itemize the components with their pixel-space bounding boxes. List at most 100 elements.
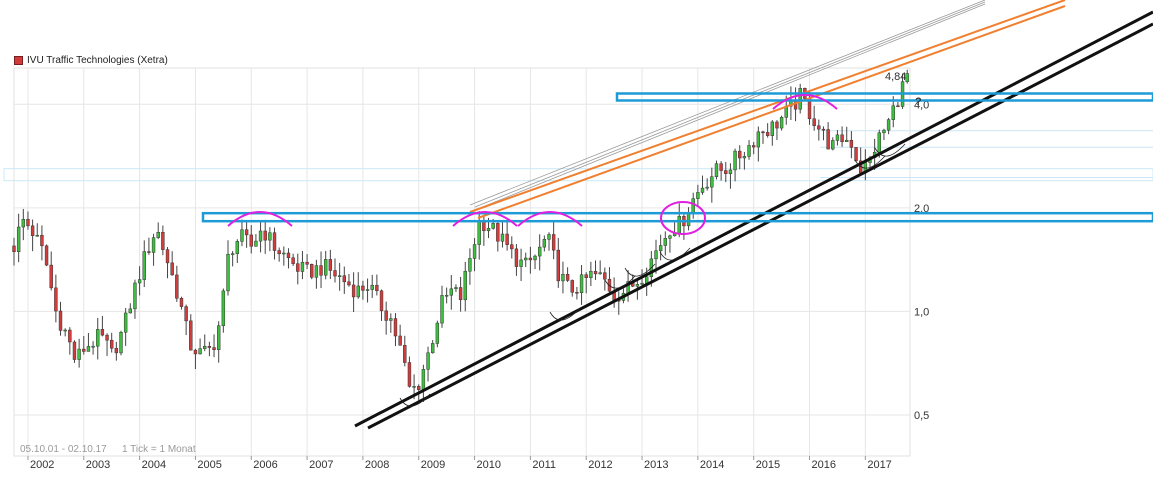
candle-body <box>845 139 849 143</box>
candle-body <box>430 343 435 354</box>
x-tick-label: 2013 <box>644 459 668 471</box>
x-tick-label: 2010 <box>477 459 501 471</box>
candle-body <box>30 225 35 236</box>
candle-body <box>575 292 579 294</box>
candle-body <box>472 244 477 259</box>
candle-body <box>63 329 67 332</box>
candle-body <box>561 274 565 282</box>
candle-body <box>221 290 226 326</box>
candle-body <box>854 147 858 162</box>
candle-body <box>421 369 426 390</box>
candle-body <box>407 362 412 387</box>
candle-body <box>175 274 179 299</box>
candle-body <box>556 249 560 282</box>
candle-body <box>593 270 598 275</box>
candle-body <box>49 264 53 289</box>
candle-body <box>449 288 453 296</box>
candle-body <box>235 241 239 254</box>
x-tick-label: 2006 <box>253 459 277 471</box>
channel-line <box>479 3 986 209</box>
candle-body <box>733 150 737 171</box>
candle-body <box>551 234 556 251</box>
candle-body <box>240 229 244 242</box>
candle-body <box>277 250 281 255</box>
candle-body <box>458 287 463 301</box>
candle-body <box>156 231 160 238</box>
candle-body <box>286 252 291 259</box>
candle-body <box>77 348 81 360</box>
candle-body <box>505 233 509 245</box>
swoosh-mark <box>399 393 431 407</box>
candle-body <box>547 234 551 240</box>
candle-body <box>310 264 314 278</box>
candle-body <box>817 125 821 130</box>
legend-swatch <box>14 56 23 65</box>
candle-body <box>44 245 49 266</box>
candle-body <box>184 306 188 322</box>
last-value-label: 4,84 <box>885 71 906 83</box>
candle-body <box>700 187 705 193</box>
candle-body <box>691 198 695 214</box>
channel-line <box>474 1 986 208</box>
candle-body <box>775 121 779 129</box>
candle-body <box>370 284 374 290</box>
plot-frame <box>13 67 911 457</box>
swoosh-mark <box>854 155 886 169</box>
candle-body <box>412 386 416 388</box>
top-arc <box>517 211 583 227</box>
candle-body <box>114 347 119 354</box>
candle-body <box>849 139 854 148</box>
candle-body <box>644 276 649 284</box>
candle-body <box>896 105 900 108</box>
candle-body <box>779 117 784 129</box>
candle-body <box>891 105 895 120</box>
candle-body <box>537 246 542 257</box>
trendline-upper <box>354 10 1153 428</box>
candle-body <box>579 274 584 294</box>
candle-body <box>128 308 132 314</box>
candle-body <box>296 263 300 272</box>
candle-body <box>570 280 574 293</box>
candle-body <box>751 145 756 148</box>
candle-body <box>491 223 495 229</box>
candle-body <box>565 274 570 281</box>
candle-body <box>658 245 663 252</box>
legend-label: IVU Traffic Technologies (Xetra) <box>27 55 168 66</box>
candle-body <box>212 347 216 350</box>
candle-body <box>524 257 528 261</box>
swoosh-mark <box>604 275 636 289</box>
candle-body <box>86 346 91 352</box>
candle-body <box>403 345 407 363</box>
candle-body <box>728 169 733 174</box>
candle-body <box>189 320 193 351</box>
candle-body <box>444 294 449 297</box>
candle-body <box>677 216 681 234</box>
candle-body <box>668 235 672 239</box>
x-tick-label: 2016 <box>812 459 836 471</box>
candle-body <box>272 232 277 251</box>
candle-body <box>361 285 365 291</box>
candle-body <box>258 230 263 242</box>
candle-body <box>770 121 774 136</box>
x-tick-label: 2003 <box>86 459 110 471</box>
candle-body <box>747 145 751 157</box>
candle-body <box>16 226 21 252</box>
candle-body <box>300 261 305 272</box>
candle-body <box>91 345 95 348</box>
candle-body <box>12 245 16 252</box>
x-tick-label: 2002 <box>30 459 54 471</box>
candle-body <box>454 287 458 290</box>
candle-body <box>584 274 588 278</box>
y-tick-label: 2,0 <box>914 203 929 215</box>
candle-body <box>282 252 286 255</box>
swoosh-mark <box>659 247 691 261</box>
candle-body <box>714 163 719 177</box>
candle-body <box>35 234 39 237</box>
breakout-circle <box>660 201 706 235</box>
candle-body <box>635 284 640 287</box>
swoosh-mark <box>624 263 656 277</box>
candle-body <box>198 348 202 355</box>
orange-channel-lower <box>477 5 1066 219</box>
candle-body <box>110 339 114 349</box>
